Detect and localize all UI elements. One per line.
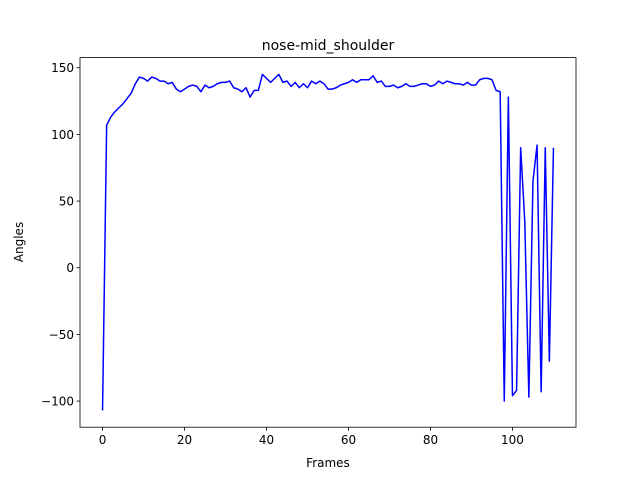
x-axis-label: Frames [306, 456, 350, 470]
y-tick-label: 0 [66, 261, 74, 275]
x-tick-label: 20 [177, 433, 192, 447]
y-tick-label: −100 [41, 395, 74, 409]
y-tick-label: −50 [49, 328, 74, 342]
y-tick-label: 100 [51, 128, 74, 142]
y-tick-label: 150 [51, 61, 74, 75]
chart-title: nose-mid_shoulder [262, 38, 395, 54]
y-tick-label: 50 [59, 195, 74, 209]
x-tick-label: 0 [99, 433, 107, 447]
x-tick-label: 60 [341, 433, 356, 447]
x-tick-label: 100 [501, 433, 524, 447]
y-axis-label: Angles [12, 222, 26, 262]
x-tick-label: 40 [259, 433, 274, 447]
x-tick-label: 80 [423, 433, 438, 447]
plot-frame [79, 57, 577, 428]
data-line [101, 73, 555, 411]
